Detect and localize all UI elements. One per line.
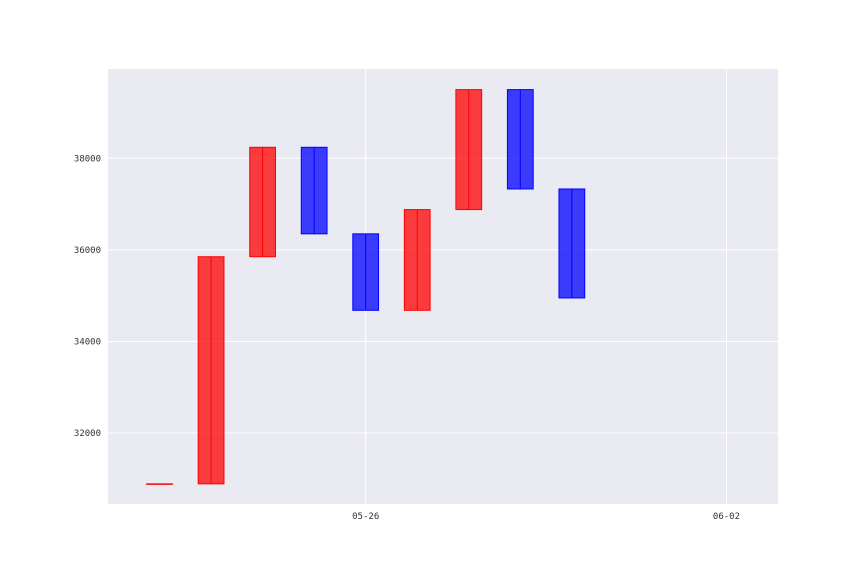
candle-body: [146, 483, 173, 485]
candle: [197, 256, 225, 485]
candle: [146, 483, 173, 485]
candles: [146, 89, 586, 485]
candle: [403, 209, 431, 311]
tick-labels: 32000 34000 36000 38000 05-26 06-02: [74, 154, 740, 522]
y-tick-label: 34000: [74, 337, 101, 347]
candle: [352, 233, 380, 311]
candle: [300, 146, 328, 235]
candle: [249, 146, 277, 258]
y-tick-label: 38000: [74, 154, 101, 164]
candle: [455, 89, 483, 211]
y-tick-label: 32000: [74, 429, 101, 439]
y-tick-label: 36000: [74, 246, 101, 256]
candle: [506, 89, 534, 190]
candle: [558, 188, 586, 299]
x-tick-label: 05-26: [352, 512, 379, 522]
x-tick-label: 06-02: [713, 512, 740, 522]
